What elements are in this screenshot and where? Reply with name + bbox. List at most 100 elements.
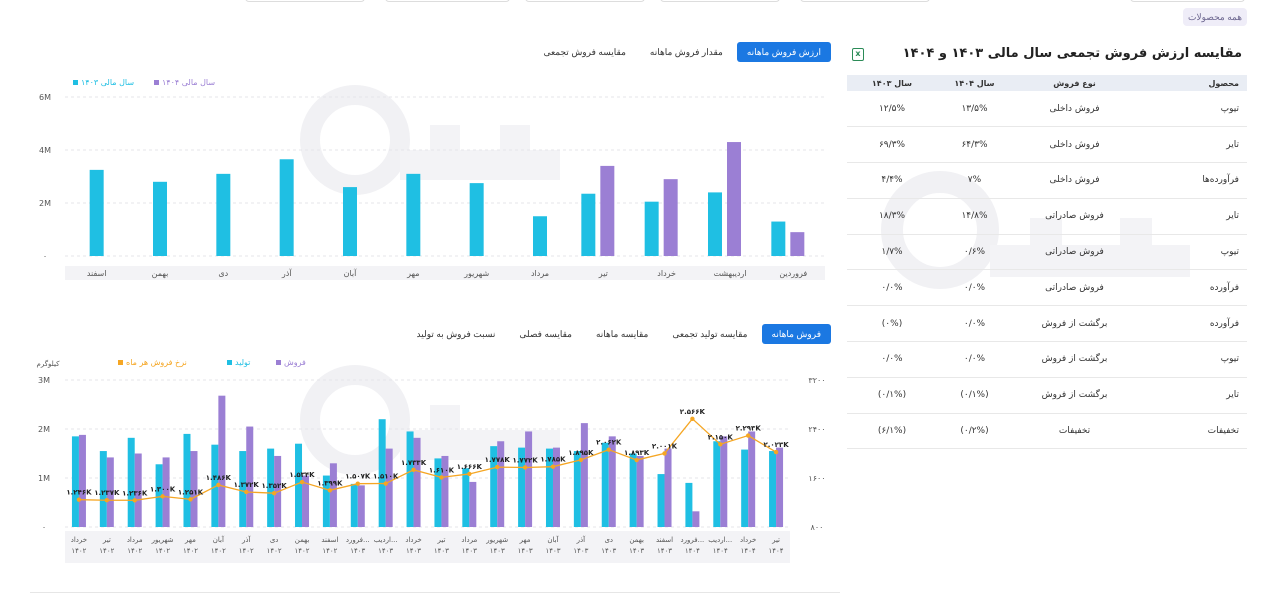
tab-cumulative-sales[interactable]: مقایسه فروش تجمعی: [533, 42, 635, 62]
table-row: تایر برگشت از فروش (۰/۱%) (۰/۱%): [847, 377, 1247, 414]
table-row: تایر فروش داخلی ۶۴/۳% ۶۹/۳%: [847, 126, 1247, 164]
point-sales-rate: [550, 464, 556, 469]
data-label-rate: ۲.۰۰۱K: [652, 442, 678, 450]
x-tick-label: ۱۴۰۳: [378, 547, 393, 555]
x-tick-label: بهمن: [152, 269, 169, 278]
data-label-rate: ۱.۳۷۲K: [234, 481, 260, 489]
tab-sales-production-ratio[interactable]: نسبت فروش به تولید: [407, 324, 506, 344]
x-tick-label: مهر: [519, 536, 531, 544]
product-cell: تخفیفات: [1137, 413, 1247, 450]
data-label-rate: ۱.۲۳۷K: [94, 489, 120, 497]
table-row: تیوپ برگشت از فروش ۰/۰% ۰/۰%: [847, 341, 1247, 378]
x-tick-label: ۱۴۰۲: [155, 547, 170, 555]
legend-label-production: تولید: [235, 358, 250, 367]
x-tick-label: آبان: [547, 535, 559, 544]
year-1404-cell: ۱۳/۵%: [937, 91, 1012, 128]
x-tick-label: اسفند: [656, 536, 673, 544]
x-tick-label: مهر: [184, 536, 196, 544]
x-tick-label: ۱۴۰۳: [406, 547, 421, 555]
legend-swatch-1404: [154, 80, 159, 85]
filter-box[interactable]: [800, 0, 930, 2]
col-sale-type: نوع فروش: [1012, 75, 1137, 91]
bar-1403: [216, 173, 231, 256]
x-tick-label: تیر: [771, 536, 780, 544]
filter-box[interactable]: [660, 0, 780, 2]
filter-box[interactable]: [1130, 0, 1245, 2]
tab-monthly-sales-quantity[interactable]: مقدار فروش ماهانه: [640, 42, 733, 62]
x-tick-label: تیر: [102, 536, 111, 544]
tab-monthly-sales-value[interactable]: ارزش فروش ماهانه: [736, 42, 831, 62]
year-1403-cell: ۰/۰%: [847, 269, 937, 307]
point-sales-rate: [439, 475, 444, 480]
bar-production: [518, 447, 526, 527]
table-row: تایر فروش صادراتی ۱۴/۸% ۱۸/۳%: [847, 198, 1247, 235]
year-1403-cell: ۱۸/۳%: [847, 198, 937, 235]
legend-swatch-sales: [276, 360, 281, 365]
data-label-rate: ۱.۷۳۳K: [401, 459, 427, 467]
tab-monthly-compare[interactable]: مقایسه ماهانه: [586, 324, 658, 344]
y-tick-label: 6M: [39, 93, 51, 102]
data-label-rate: ۱.۷۷۸K: [485, 456, 511, 464]
bar-sales: [329, 463, 337, 527]
x-tick-label: ۱۴۰۲: [211, 547, 226, 555]
x-tick-label: ۱۴۰۳: [350, 547, 365, 555]
bar-sales: [78, 434, 86, 527]
legend-label-1404: سال مالی ۱۴۰۴: [162, 78, 215, 87]
bar-sales: [302, 475, 310, 527]
x-tick-label: ۱۴۰۳: [518, 547, 533, 555]
sale-type-cell: فروش صادراتی: [1012, 234, 1137, 271]
filter-box[interactable]: [245, 0, 365, 2]
point-sales-rate: [216, 482, 221, 488]
bar-production: [350, 483, 358, 527]
product-cell: تیوپ: [1137, 341, 1247, 378]
legend-label-1403: سال مالی ۱۴۰۳: [81, 78, 134, 87]
bar-sales: [106, 457, 114, 527]
chart2-legend: نرخ فروش هر ماه تولید فروش: [118, 358, 306, 367]
point-sales-rate: [662, 451, 667, 456]
bar-1403: [581, 193, 596, 256]
table-row: تخفیفات تخفیفات (۰/۲%) (۶/۱%): [847, 413, 1247, 450]
tab-cumulative-production[interactable]: مقایسه تولید تجمعی: [662, 324, 757, 344]
point-sales-rate: [634, 457, 639, 463]
bar-production: [211, 444, 219, 527]
point-sales-rate: [327, 488, 333, 493]
x-tick-label: ۱۴۰۴: [685, 547, 700, 555]
tab-seasonal-compare[interactable]: مقایسه فصلی: [509, 324, 582, 344]
point-sales-rate: [383, 481, 388, 486]
x-tick-label: مرداد: [531, 269, 549, 278]
bar-production: [462, 468, 470, 527]
x-tick-label: ۱۴۰۲: [322, 547, 337, 555]
year-1404-cell: (۰/۲%): [937, 413, 1012, 450]
y-left-tick-label: 2M: [38, 425, 50, 434]
chart2-monthly-sales: نرخ فروش هر ماه تولید فروش کیلوگرم ۰ 1M 2M 3M ۸۰…: [37, 358, 826, 563]
bar-sales: [748, 431, 756, 527]
x-tick-label: ۱۴۰۲: [183, 547, 198, 555]
bar-sales: [413, 437, 421, 527]
sale-type-cell: فروش صادراتی: [1012, 269, 1137, 307]
x-tick-label: آبان: [213, 535, 225, 544]
tab-monthly-sales[interactable]: فروش ماهانه: [761, 324, 831, 344]
bar-sales: [134, 453, 142, 527]
bar-1404: [727, 142, 741, 256]
x-tick-label: اردیبهشت: [714, 269, 747, 278]
x-tick-label: ۱۴۰۳: [462, 547, 477, 555]
bar-production: [183, 433, 191, 527]
bar-production: [155, 464, 163, 527]
bar-1403: [406, 173, 421, 256]
all-products-button[interactable]: همه محصولات: [1183, 8, 1247, 26]
x-tick-label: خرداد: [71, 536, 87, 544]
data-label-rate: ۱.۸۹۳K: [624, 449, 650, 457]
point-sales-rate: [132, 498, 137, 503]
x-tick-label: فروردین: [779, 269, 807, 278]
point-sales-rate: [299, 479, 305, 485]
x-tick-label: مرداد: [127, 536, 143, 544]
x-tick-label: ۱۴۰۳: [434, 547, 449, 555]
bar-sales: [497, 441, 505, 527]
data-label-rate: ۲.۰۲۳K: [763, 441, 789, 449]
excel-export-icon[interactable]: x: [852, 48, 864, 61]
filter-box[interactable]: [525, 0, 645, 2]
bar-1404: [663, 179, 678, 256]
year-1403-cell: (۶/۱%): [847, 413, 937, 450]
x-tick-label: اردیب...: [708, 536, 732, 544]
filter-box[interactable]: [385, 0, 510, 2]
